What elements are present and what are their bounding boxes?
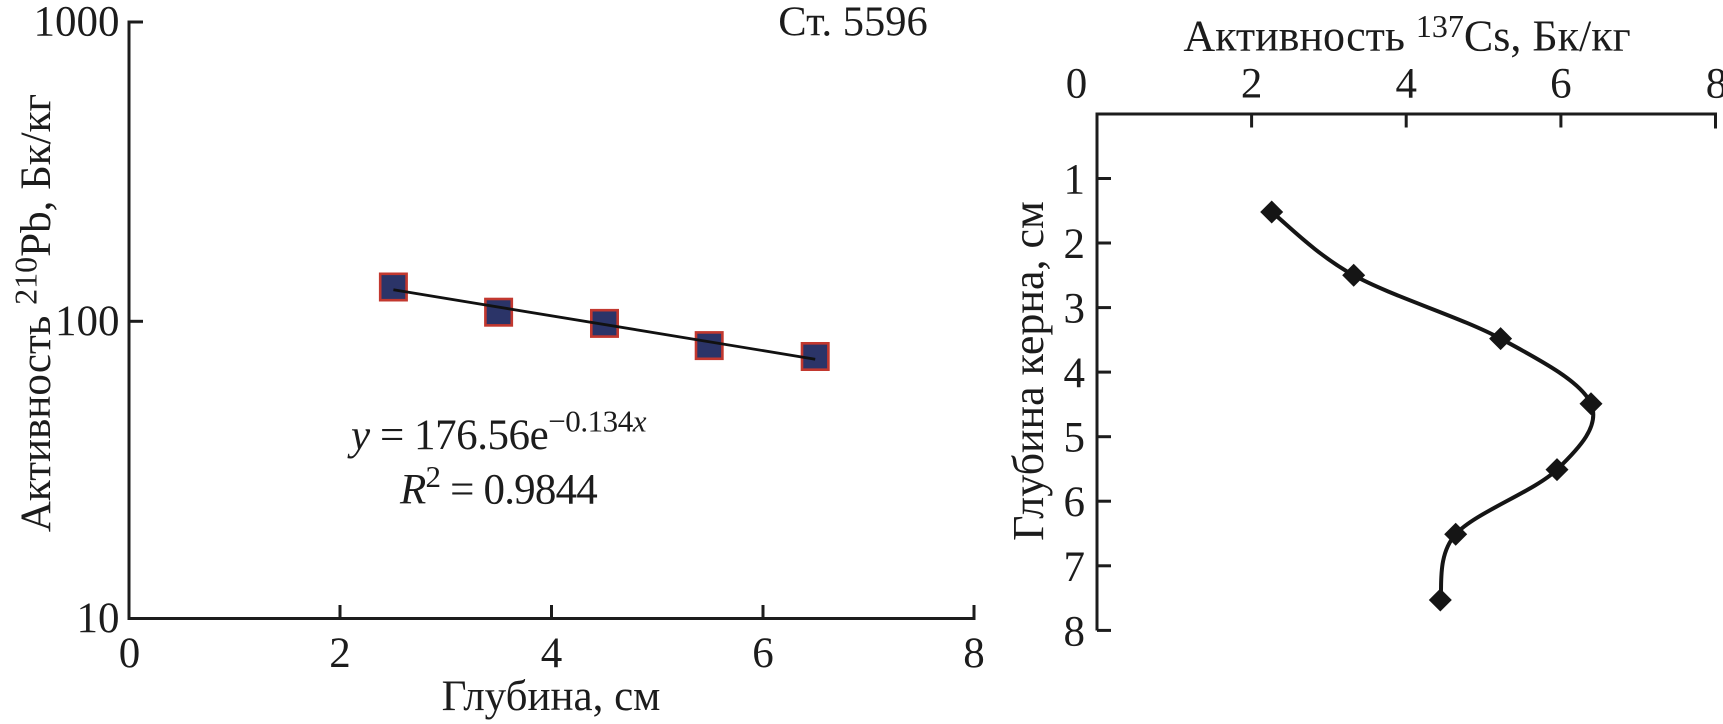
svg-text:Активность 210Pb, Бк/кг: Активность 210Pb, Бк/кг [8,94,61,532]
svg-text:7: 7 [1064,544,1086,591]
svg-text:2: 2 [1064,221,1086,268]
svg-text:6: 6 [752,630,774,677]
svg-text:y = 176.56e−0.134x: y = 176.56e−0.134x [347,404,647,460]
svg-text:100: 100 [55,298,120,345]
svg-text:8: 8 [963,630,985,677]
svg-text:Глубина, см: Глубина, см [442,673,661,720]
svg-text:Активность 137Cs, Бк/кг: Активность 137Cs, Бк/кг [1183,8,1630,61]
svg-text:8: 8 [1064,608,1086,655]
svg-text:0: 0 [1066,61,1088,108]
svg-text:1: 1 [1064,157,1086,204]
svg-text:2: 2 [1241,61,1263,108]
svg-text:8: 8 [1706,61,1723,108]
svg-text:0: 0 [119,630,141,677]
svg-text:1000: 1000 [34,0,120,46]
svg-text:6: 6 [1550,61,1572,108]
svg-text:10: 10 [77,595,120,642]
svg-text:4: 4 [1395,61,1417,108]
svg-text:6: 6 [1064,479,1086,526]
svg-text:Глубина керна, см: Глубина керна, см [1004,201,1053,541]
svg-text:4: 4 [541,630,563,677]
svg-text:3: 3 [1064,286,1086,333]
svg-text:5: 5 [1064,415,1086,462]
svg-text:2: 2 [329,630,351,677]
svg-text:Ст. 5596: Ст. 5596 [778,0,927,46]
svg-text:R2 = 0.9844: R2 = 0.9844 [399,459,597,514]
svg-text:4: 4 [1064,350,1086,397]
